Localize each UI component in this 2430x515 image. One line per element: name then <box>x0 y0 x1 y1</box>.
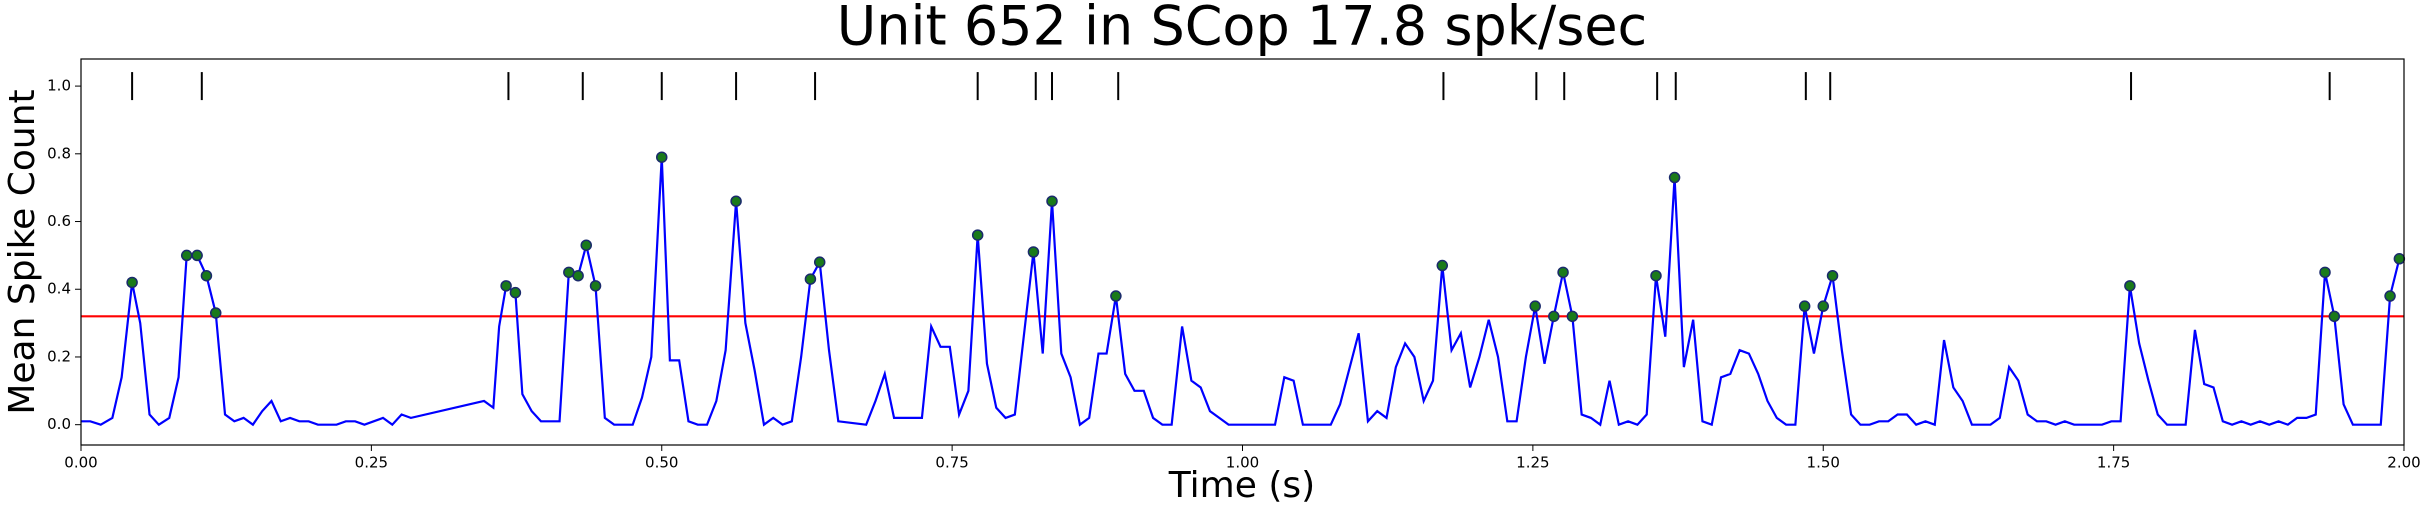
peak-marker <box>2124 280 2136 292</box>
y-tick-label: 0.2 <box>47 347 71 365</box>
peak-marker <box>730 195 742 207</box>
peak-marker <box>1046 195 1058 207</box>
peak-marker <box>563 266 575 279</box>
plot-frame <box>80 58 2405 446</box>
peak-marker <box>509 286 522 299</box>
x-tick-label: 1.50 <box>1807 454 1840 472</box>
x-axis-label: Time (s) <box>1168 465 1315 506</box>
chart-title: Unit 652 in SCop 17.8 spk/sec <box>837 0 1648 58</box>
peak-marker <box>180 249 193 262</box>
peak-marker <box>656 151 668 163</box>
x-tick-label: 0.75 <box>935 454 968 472</box>
peak-marker <box>1436 259 1449 272</box>
x-tick-label: 1.25 <box>1516 454 1549 472</box>
peak-marker <box>1557 266 1569 279</box>
y-axis-label: Mean Spike Count <box>2 89 43 414</box>
peak-marker <box>813 256 826 268</box>
peak-marker <box>2328 310 2341 323</box>
peak-marker <box>2393 253 2406 265</box>
x-tick-label: 1.75 <box>2097 454 2130 472</box>
peak-marker <box>209 307 222 319</box>
y-tick-label: 0.6 <box>47 212 71 230</box>
peak-marker <box>1798 300 1811 312</box>
peak-marker <box>1548 310 1560 323</box>
peak-marker <box>1529 300 1541 312</box>
peak-marker <box>191 249 203 262</box>
x-tick-label: 0.00 <box>64 454 97 472</box>
peak-marker <box>1566 310 1579 323</box>
peak-marker <box>1110 290 1122 302</box>
peak-marker <box>1027 246 1040 258</box>
y-tick-label: 1.0 <box>47 77 71 95</box>
peak-marker <box>580 239 593 251</box>
y-tick-label: 0.0 <box>47 415 71 433</box>
peak-marker <box>2319 266 2331 279</box>
peak-marker <box>126 276 138 289</box>
data-line <box>81 157 2401 427</box>
peak-marker <box>1817 300 1829 312</box>
x-tick-label: 0.50 <box>645 454 678 472</box>
peak-marker <box>804 273 817 285</box>
y-tick-label: 0.8 <box>47 144 71 162</box>
peak-marker <box>500 280 512 292</box>
peak-marker <box>971 229 984 241</box>
peak-marker <box>1826 269 1839 282</box>
peak-marker <box>1668 171 1681 184</box>
y-tick-label: 0.4 <box>47 280 71 298</box>
x-tick-label: 0.25 <box>355 454 388 472</box>
peak-marker <box>572 269 584 282</box>
peak-marker <box>200 269 213 282</box>
peak-marker <box>2384 290 2396 302</box>
peak-marker <box>589 280 602 292</box>
x-tick-label: 1.00 <box>1226 454 1259 472</box>
peak-marker <box>1650 269 1662 282</box>
x-tick-label: 2.00 <box>2387 454 2420 472</box>
